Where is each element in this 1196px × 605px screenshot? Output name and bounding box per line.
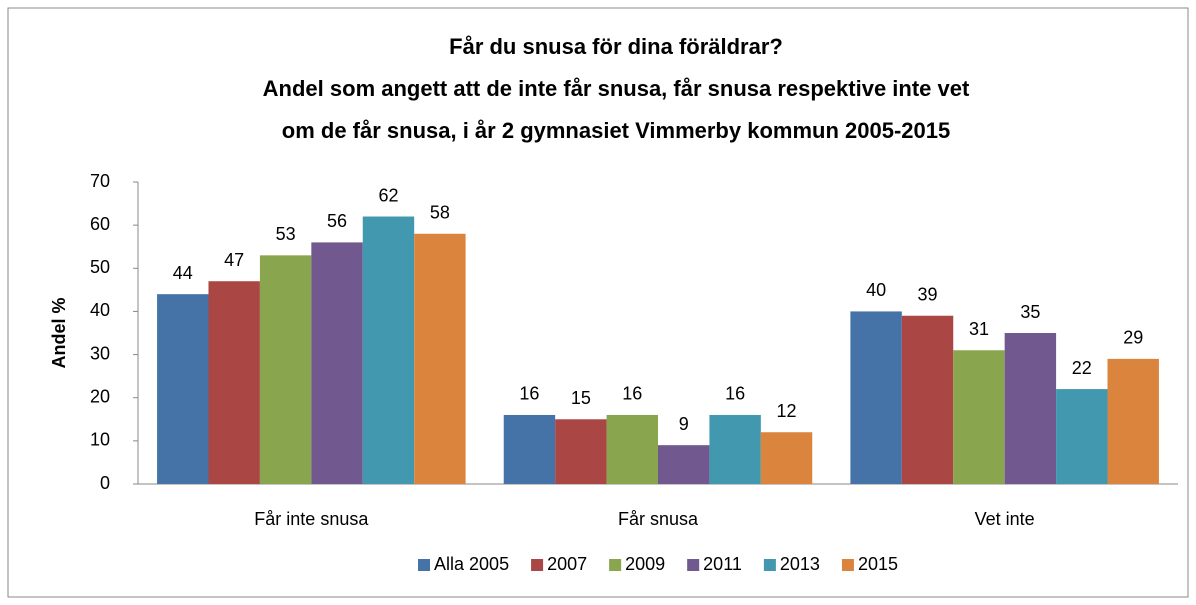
data-label: 22 [1072,358,1092,378]
bar [658,445,710,484]
y-tick-label: 50 [90,257,110,277]
bar [1056,389,1108,484]
data-label: 53 [276,224,296,244]
bar [606,414,658,484]
bar [555,419,607,484]
bar [760,432,813,484]
legend-swatch [531,559,544,571]
data-label: 39 [918,284,938,304]
legend-label: 2011 [703,554,742,574]
bar [362,216,415,484]
legend-swatch [687,559,700,571]
y-tick-label: 10 [90,430,110,450]
data-label: 62 [378,185,398,205]
data-label: 16 [725,384,745,404]
bar [850,311,902,484]
y-tick-label: 0 [100,473,110,493]
bar [157,294,209,484]
x-tick-label: Får inte snusa [254,509,369,529]
legend-swatch [418,559,431,571]
y-tick-label: 40 [90,300,110,320]
data-label: 12 [777,401,797,421]
legend-label: 2007 [547,554,587,574]
legend-label: 2013 [780,554,820,574]
legend-label: 2015 [858,554,898,574]
x-tick-label: Vet inte [975,509,1035,529]
data-label: 56 [327,211,347,231]
data-label: 29 [1123,328,1143,348]
data-label: 44 [173,263,193,283]
x-tick-label: Får snusa [618,509,699,529]
chart-title: Får du snusa för dina föräldrar? [449,34,783,59]
bar [1004,333,1057,484]
data-label: 35 [1020,302,1040,322]
legend-swatch [609,559,622,571]
chart-title: Andel som angett att de inte får snusa, … [263,76,970,101]
bar [259,255,312,484]
bar [953,350,1005,484]
data-label: 58 [430,203,450,223]
data-label: 47 [224,250,244,270]
data-label: 40 [866,280,886,300]
data-label: 16 [519,384,539,404]
y-tick-label: 70 [90,171,110,191]
y-tick-label: 20 [90,386,110,406]
legend-label: Alla 2005 [434,554,509,574]
bar [709,414,761,484]
bar [901,315,954,484]
bar [1107,358,1159,484]
y-axis-label: Andel % [49,297,69,368]
data-label: 15 [571,388,591,408]
bar [414,233,466,484]
bar [311,242,363,484]
chart-title: om de får snusa, i år 2 gymnasiet Vimmer… [282,118,950,143]
bar [503,414,556,484]
bar [208,281,260,484]
data-label: 16 [622,384,642,404]
legend-swatch [841,559,854,571]
data-label: 31 [969,319,989,339]
y-tick-label: 60 [90,214,110,234]
y-tick-label: 30 [90,343,110,363]
data-label: 9 [679,414,689,434]
legend-label: 2009 [625,554,665,574]
legend-swatch [763,559,776,571]
